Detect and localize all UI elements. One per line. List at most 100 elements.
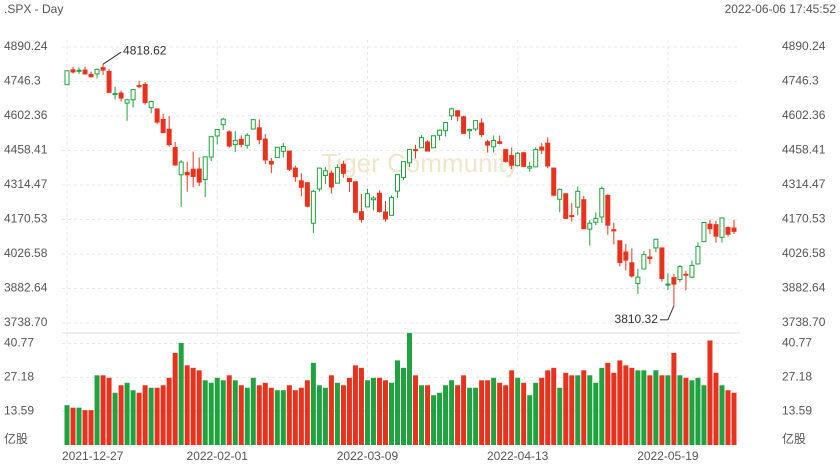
candle-body [407, 148, 413, 164]
y-tick-label: 3882.64 [4, 281, 48, 295]
volume-bar [244, 387, 250, 445]
candle-body [551, 167, 557, 196]
candle-body [671, 277, 677, 285]
x-tick-label: 2022-04-13 [487, 449, 549, 463]
volume-bar [226, 375, 232, 445]
candle-body [112, 93, 118, 96]
candle-body [316, 167, 322, 190]
candle-body [689, 264, 695, 278]
volume-bar [298, 387, 304, 445]
candle-body [238, 138, 244, 145]
volume-bar [479, 380, 485, 445]
volume-bar [431, 395, 437, 445]
volume-bar [659, 375, 665, 445]
y-tick-label: 3738.70 [4, 315, 48, 329]
candle-body [539, 146, 545, 151]
y-tick-label-right: 4458.41 [782, 143, 826, 157]
volume-bar [671, 352, 677, 445]
volume-bar [370, 377, 376, 445]
volume-bar [623, 365, 629, 445]
candle-body [611, 229, 617, 232]
volume-bar [401, 367, 407, 445]
candle-body [731, 227, 737, 232]
volume-bar [262, 382, 268, 445]
candle-body [376, 192, 382, 212]
candle-body [497, 141, 503, 144]
candle-body [683, 273, 689, 276]
volume-bar [340, 385, 346, 445]
volume-bar [208, 382, 214, 445]
candle-body [545, 142, 551, 167]
candle-body [250, 119, 256, 130]
candle-body [268, 160, 274, 165]
candle-body [352, 181, 358, 213]
volume-bar [304, 380, 310, 445]
candle-body [340, 163, 346, 174]
y-tick-label: 4026.58 [4, 246, 48, 260]
candle-body [461, 116, 467, 134]
y-tick-label-right: 4026.58 [782, 246, 826, 260]
candle-body [401, 161, 407, 178]
volume-bar [419, 385, 425, 445]
volume-tick-label-right: 13.59 [782, 403, 812, 417]
candle-body [509, 155, 515, 166]
candle-body [425, 141, 431, 152]
volume-bar [358, 367, 364, 445]
volume-bar [238, 385, 244, 445]
volume-tick-label-right: 40.77 [782, 336, 812, 350]
candle-body [569, 215, 575, 218]
volume-bar [461, 375, 467, 445]
volume-bar [394, 360, 400, 445]
candle-body [82, 69, 88, 75]
candle-body [310, 190, 316, 224]
volume-bar [346, 377, 352, 445]
volume-bar [545, 370, 551, 445]
volume-bar [467, 387, 473, 445]
volume-bar [437, 392, 443, 445]
candle-body [587, 222, 593, 230]
x-tick-label: 2022-05-19 [637, 449, 699, 463]
volume-bar [581, 370, 587, 445]
candle-body [124, 99, 130, 104]
volume-bar [557, 387, 563, 445]
volume-bar [82, 410, 88, 445]
volume-bar [575, 375, 581, 445]
candle-body [118, 92, 124, 99]
y-tick-label-right: 4890.24 [782, 39, 826, 53]
volume-bar [665, 375, 671, 445]
y-tick-label: 4890.24 [4, 39, 48, 53]
volume-bar [425, 385, 431, 445]
volume-bar [647, 375, 653, 445]
volume-bar [124, 382, 130, 445]
candle-body [713, 224, 719, 237]
candle-body [575, 190, 581, 208]
candle-body [623, 251, 629, 261]
volume-tick-label: 13.59 [4, 403, 34, 417]
volume-bar [635, 370, 641, 445]
volume-bar [521, 382, 527, 445]
volume-bar [100, 375, 106, 445]
candle-body [413, 149, 419, 152]
candle-body [581, 199, 587, 230]
volume-bar [376, 377, 382, 445]
volume-bar [599, 367, 605, 445]
volume-bar [328, 375, 334, 445]
volume-bar [617, 360, 623, 445]
y-tick-label-right: 4170.53 [782, 212, 826, 226]
candle-body [226, 131, 232, 147]
volume-bar [232, 380, 238, 445]
candle-body [364, 193, 370, 208]
volume-bar [497, 382, 503, 445]
volume-tick-label: 40.77 [4, 336, 34, 350]
candle-body [394, 174, 400, 192]
volume-tick-label: 27.18 [4, 370, 34, 384]
watermark: Tiger Community [322, 148, 519, 178]
candle-body [244, 134, 250, 146]
candle-body [382, 211, 388, 220]
volume-bar [136, 392, 142, 445]
volume-bar [449, 380, 455, 445]
y-tick-label: 4602.36 [4, 108, 48, 122]
min-pointer [667, 305, 675, 321]
candle-body [172, 146, 178, 166]
volume-bar [184, 365, 190, 445]
